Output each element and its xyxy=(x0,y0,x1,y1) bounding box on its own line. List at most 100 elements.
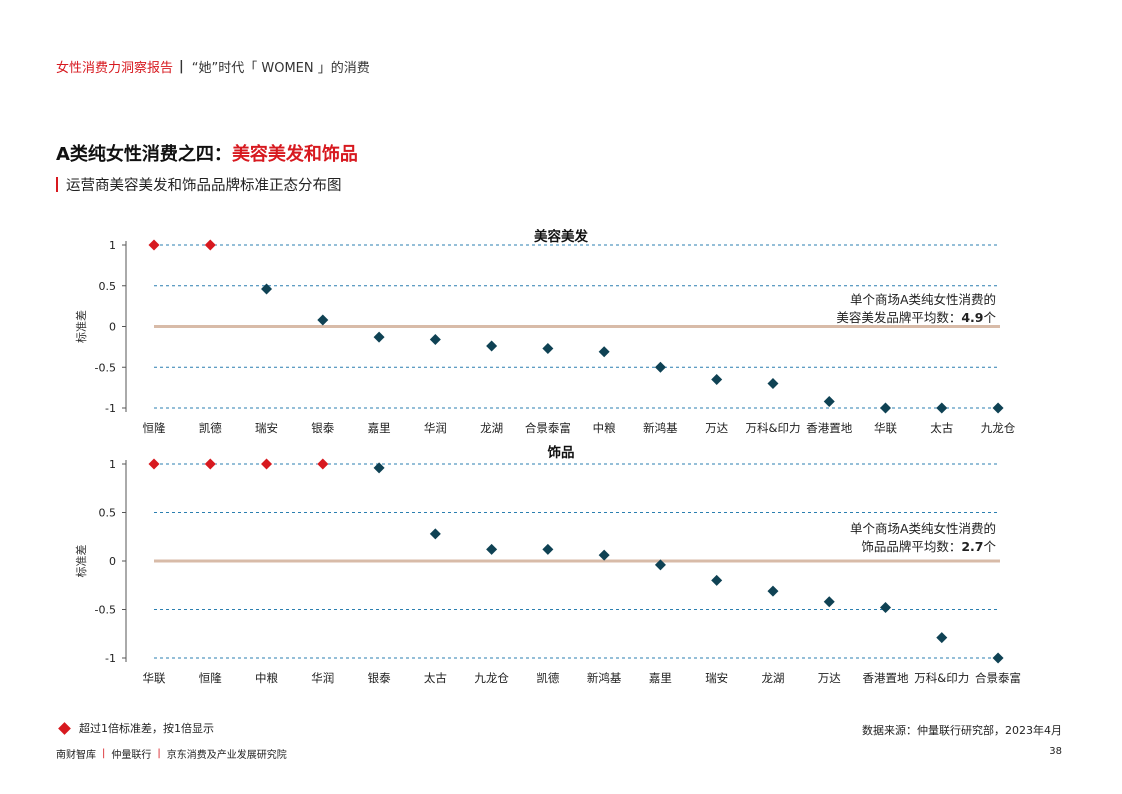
chart1-y-tick-label: 1 xyxy=(109,239,116,252)
chart2-annotation-line2: 饰品品牌平均数：2.7个 xyxy=(861,539,996,554)
chart2-annotation-line1: 单个商场A类纯女性消费的 xyxy=(850,521,996,536)
chart1-annotation-label: 美容美发品牌平均数： xyxy=(836,310,961,325)
chart2-x-tick-label: 银泰 xyxy=(368,671,391,685)
chart2-x-tick-label: 华联 xyxy=(143,671,166,685)
chart2-y-axis-label: 标准差 xyxy=(74,545,88,578)
chart1-x-tick-label: 香港置地 xyxy=(806,421,852,435)
page-title: A类纯女性消费之四：美容美发和饰品 xyxy=(56,140,358,166)
chart1-x-tick-label: 华联 xyxy=(874,421,897,435)
chart2-data-point xyxy=(317,458,329,470)
header-separator: | xyxy=(179,59,184,74)
page-number: 38 xyxy=(1049,746,1062,757)
chart2-annotation-value: 2.7 xyxy=(961,539,983,554)
report-subtitle: “她”时代「 WOMEN 」的消费 xyxy=(191,61,370,76)
chart1-data-point xyxy=(429,334,441,346)
page-subtitle: 运营商美容美发和饰品品牌标准正态分布图 xyxy=(56,174,342,195)
chart2-data-point xyxy=(429,528,441,540)
chart1-data-point xyxy=(767,378,779,390)
chart1-data-point xyxy=(542,343,554,355)
legend: 超过1倍标准差，按1倍显示 xyxy=(58,720,214,736)
chart1-annotation-line2: 美容美发品牌平均数：4.9个 xyxy=(836,310,996,325)
chart1-y-axis-label: 标准差 xyxy=(74,310,88,343)
chart2-annotation-label: 饰品品牌平均数： xyxy=(861,539,961,554)
chart2-data-point xyxy=(823,596,835,608)
chart2-x-tick-label: 万达 xyxy=(818,671,841,685)
chart2-x-tick-label: 嘉里 xyxy=(649,671,672,685)
chart1-x-tick-label: 合景泰富 xyxy=(525,421,571,435)
footer-separator-2: | xyxy=(157,748,161,759)
chart2-data-point xyxy=(148,458,160,470)
footer: 南财智库 | 仲量联行 | 京东消费及产业发展研究院 xyxy=(56,746,287,761)
chart1-x-tick-label: 万科&印力 xyxy=(745,421,800,435)
chart1-x-tick-label: 恒隆 xyxy=(143,421,166,435)
chart1-data-point xyxy=(204,239,216,251)
chart2-y-tick-label: 1 xyxy=(109,458,116,471)
chart2-annotation-unit: 个 xyxy=(983,539,996,554)
chart2-data-point xyxy=(654,559,666,571)
chart1-data-point xyxy=(992,402,1004,414)
report-name: 女性消费力洞察报告 xyxy=(56,61,174,76)
chart1-x-tick-label: 龙湖 xyxy=(480,421,503,435)
chart2-data-point xyxy=(598,549,610,561)
chart1-data-point xyxy=(654,361,666,373)
chart2-x-tick-label: 龙湖 xyxy=(761,671,784,685)
chart2-data-point xyxy=(204,458,216,470)
chart1-data-point xyxy=(148,239,160,251)
chart2-data-point xyxy=(373,462,385,474)
chart1-x-tick-label: 瑞安 xyxy=(255,421,278,435)
chart1-x-tick-label: 银泰 xyxy=(311,421,334,435)
chart2-data-point xyxy=(486,543,498,555)
chart1-x-tick-label: 新鸿基 xyxy=(643,421,678,435)
chart2-x-tick-label: 九龙仓 xyxy=(474,671,509,685)
chart1-y-tick-label: 0.5 xyxy=(99,280,117,293)
chart1-x-tick-label: 太古 xyxy=(930,421,953,435)
chart1-x-tick-label: 中粮 xyxy=(593,421,616,435)
chart1-data-point xyxy=(486,340,498,352)
chart2-x-tick-label: 太古 xyxy=(424,671,447,685)
data-source: 数据来源：仲量联行研究部，2023年4月 xyxy=(862,724,1062,737)
legend-label: 超过1倍标准差，按1倍显示 xyxy=(79,722,214,735)
chart1-data-point xyxy=(373,331,385,343)
chart1-title: 美容美发 xyxy=(534,228,588,245)
footer-item-1: 南财智库 xyxy=(56,750,96,761)
chart2-y-tick-label: 0 xyxy=(109,555,116,568)
chart1-x-tick-label: 嘉里 xyxy=(368,421,391,435)
footer-item-3: 京东消费及产业发展研究院 xyxy=(166,750,287,761)
chart2-x-tick-label: 中粮 xyxy=(255,671,278,685)
footer-separator-1: | xyxy=(102,748,106,759)
chart1-data-point xyxy=(936,402,948,414)
chart1-y-tick-label: -0.5 xyxy=(95,361,116,374)
chart1-x-tick-label: 万达 xyxy=(705,421,728,435)
chart2-data-point xyxy=(767,585,779,597)
chart2-x-tick-label: 凯德 xyxy=(536,671,559,685)
chart1-x-tick-label: 华润 xyxy=(424,421,447,435)
chart2-data-point xyxy=(542,543,554,555)
chart2-x-tick-label: 万科&印力 xyxy=(914,671,969,685)
chart1-data-point xyxy=(261,283,273,295)
chart2-x-tick-label: 合景泰富 xyxy=(975,671,1021,685)
chart2-data-point xyxy=(711,574,723,586)
chart1-annotation-value: 4.9 xyxy=(961,310,983,325)
chart2-data-point xyxy=(880,602,892,614)
chart1-data-point xyxy=(823,395,835,407)
chart1-x-tick-label: 九龙仓 xyxy=(981,421,1016,435)
chart2-y-tick-label: 0.5 xyxy=(99,507,117,520)
subtitle-bar xyxy=(56,177,58,192)
chart1-data-point xyxy=(711,373,723,385)
footer-item-2: 仲量联行 xyxy=(111,750,152,761)
chart1-y-tick-label: -1 xyxy=(105,402,116,415)
chart2-x-tick-label: 瑞安 xyxy=(705,671,728,685)
chart2-x-tick-label: 恒隆 xyxy=(199,671,222,685)
chart2-data-point xyxy=(261,458,273,470)
legend-diamond-icon xyxy=(58,721,71,735)
page-title-prefix: A类纯女性消费之四： xyxy=(56,144,232,165)
chart1-annotation-unit: 个 xyxy=(983,310,996,325)
chart2-data-point xyxy=(992,652,1004,664)
page-subtitle-text: 运营商美容美发和饰品品牌标准正态分布图 xyxy=(66,178,342,194)
chart1-x-tick-label: 凯德 xyxy=(199,421,222,435)
chart1-data-point xyxy=(317,314,329,326)
chart2-y-tick-label: -1 xyxy=(105,652,116,665)
chart1-annotation-line1: 单个商场A类纯女性消费的 xyxy=(850,292,996,307)
chart2-y-tick-label: -0.5 xyxy=(95,604,116,617)
